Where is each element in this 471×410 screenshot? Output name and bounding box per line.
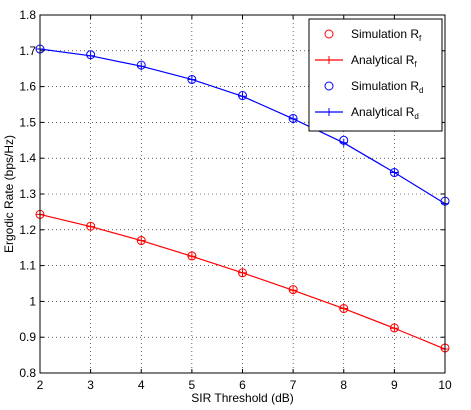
legend-circle-marker [324,81,334,91]
legend-label-main: Analytical R [351,53,415,67]
x-tick-label: 7 [290,378,297,392]
legend-plus-marker [325,108,333,116]
legend-plus-marker [325,56,333,64]
y-tick-label: 0.9 [19,330,36,344]
legend-label-main: Analytical R [351,105,415,119]
y-tick-label: 1.7 [19,44,36,58]
plus-marker [86,51,95,60]
x-tick-label: 9 [391,378,398,392]
legend-label-main: Simulation R [351,79,419,93]
y-tick-label: 1.2 [19,223,36,237]
plus-marker [390,168,399,177]
legend-label: Simulation Rd [351,79,423,95]
x-tick-label: 8 [340,378,347,392]
plus-marker [390,324,399,333]
y-tick-label: 1.6 [19,80,36,94]
y-tick-label: 1.5 [19,115,36,129]
y-tick-label: 1.3 [19,187,36,201]
x-tick-label: 4 [138,378,145,392]
legend-circle-marker [324,29,334,39]
x-tick-label: 6 [239,378,246,392]
plus-marker [238,268,247,277]
ticks: 2 3 4 5 6 7 8 9 10 0.8 0.9 1 1.1 1.2 1.3 1.4 1.5 1.6 1.7 1.… [19,8,452,392]
plus-marker [187,252,196,261]
legend-label-subscript: f [414,60,417,69]
plus-marker [137,62,146,71]
legend-label-main: Simulation R [351,27,419,41]
x-tick-label: 3 [87,378,94,392]
legend-label: Analytical Rd [351,105,419,121]
plus-marker [289,114,298,123]
y-tick-label: 1.1 [19,259,36,273]
y-tick-label: 1 [29,294,36,308]
x-tick-label: 5 [189,378,196,392]
plus-marker [137,236,146,245]
legend-label: Simulation Rf [351,27,422,43]
y-tick-label: 1.4 [19,151,36,165]
x-tick-label: 10 [438,378,452,392]
plus-marker [339,138,348,147]
plus-marker [86,222,95,231]
y-tick-label: 1.8 [19,8,36,22]
plus-marker [187,75,196,84]
x-tick-label: 2 [37,378,44,392]
plus-marker [339,304,348,313]
legend-label: Analytical Rf [351,53,417,69]
x-axis-title: SIR Threshold (dB) [191,391,294,405]
legend-label-subscript: f [419,34,422,43]
plus-marker [238,92,247,101]
series-layer [35,44,450,354]
y-tick-label: 0.8 [19,366,36,380]
legend-label-subscript: d [414,112,418,121]
plus-marker [289,286,298,295]
y-axis-title: Ergodic Rate (bps/Hz) [2,135,16,253]
legend-label-subscript: d [419,86,423,95]
